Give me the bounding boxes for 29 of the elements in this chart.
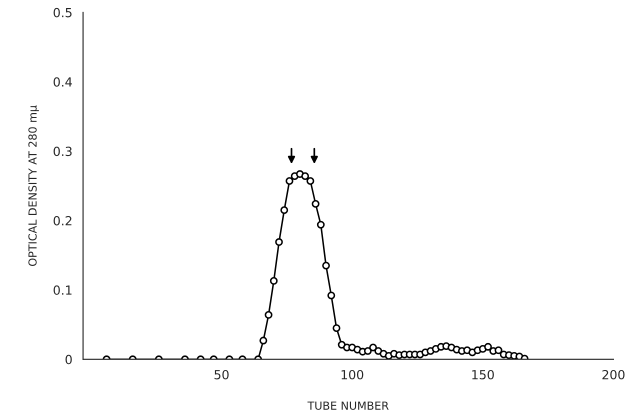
point: [280, 206, 288, 214]
point: [301, 172, 310, 180]
y-tick-label: 0.4: [54, 77, 72, 87]
point: [332, 324, 340, 332]
point: [484, 342, 492, 351]
x-tick-label: 150: [472, 370, 494, 380]
point: [264, 311, 272, 319]
point: [316, 220, 325, 229]
y-tick-label: 0.2: [54, 216, 72, 226]
point: [312, 200, 320, 208]
x-tick-label: 100: [342, 370, 364, 380]
point: [306, 177, 314, 185]
point: [364, 347, 372, 355]
x-tick-label: 200: [602, 370, 625, 380]
y-tick-label: 0.5: [54, 8, 72, 18]
point: [327, 292, 336, 300]
point: [494, 346, 502, 354]
point: [322, 262, 330, 270]
point: [275, 238, 283, 246]
y-tick-label: 0: [66, 354, 72, 364]
point: [270, 277, 278, 285]
y-tick-label: 0.3: [54, 146, 72, 156]
x-tick-label: 50: [214, 370, 229, 380]
point: [259, 336, 268, 344]
y-axis-title: OPTICAL DENSITY AT 280 mμ: [28, 105, 39, 266]
y-tick-label: 0.1: [54, 285, 72, 295]
point: [286, 177, 294, 185]
point: [369, 344, 377, 352]
x-axis-title: TUBE NUMBER: [307, 402, 389, 410]
